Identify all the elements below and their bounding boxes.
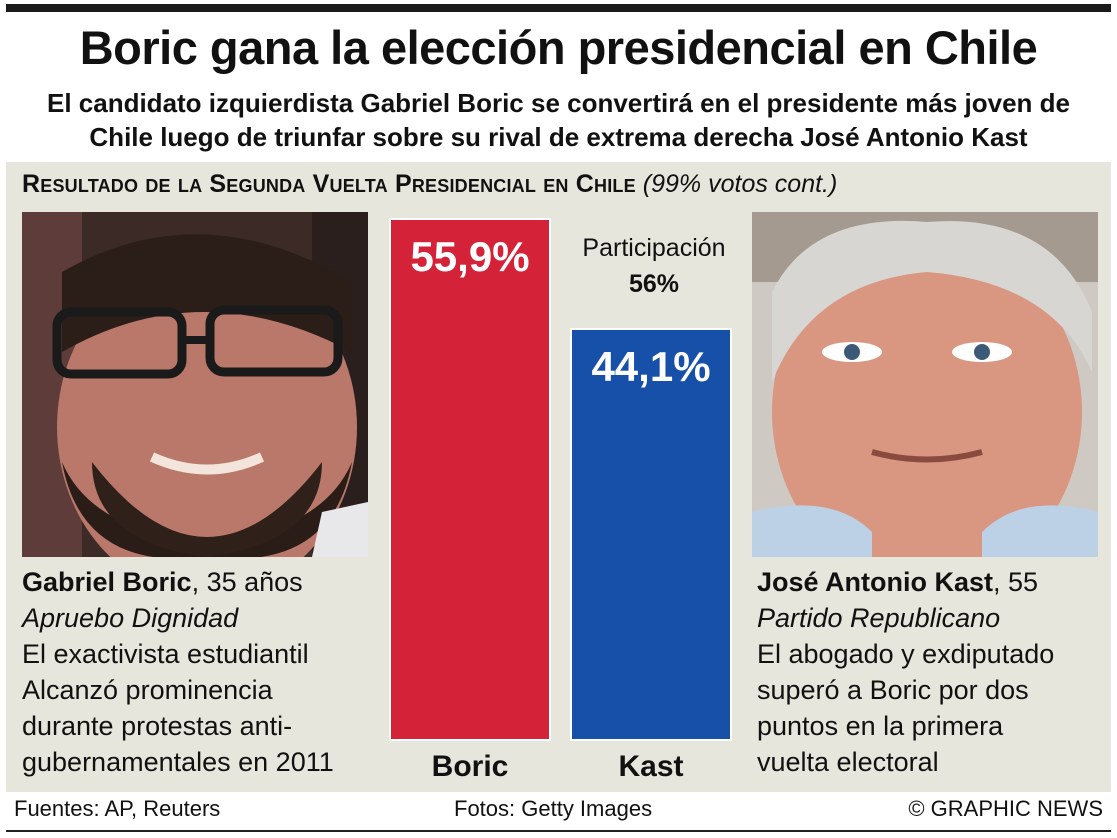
footer-photos: Fotos: Getty Images [454, 796, 653, 821]
boric-age: , 35 años [191, 567, 303, 597]
kast-party: Partido Republicano [757, 603, 1001, 633]
kast-photo [752, 212, 1098, 557]
category-label: Kast [618, 750, 683, 783]
kast-portrait-image [752, 212, 1098, 557]
section-note: (99% votos cont.) [642, 170, 838, 198]
kast-bio-line: superó a Boric por dos [757, 675, 1029, 705]
subheadline: El candidato izquierdista Gabriel Boric … [46, 88, 1070, 152]
boric-bio-line: Alcanzó prominencia [22, 675, 273, 705]
section-title-text: Resultado de la Segunda Vuelta Presidenc… [22, 170, 636, 198]
section-title: Resultado de la Segunda Vuelta Presidenc… [22, 170, 837, 199]
kast-bio-line: El abogado y exdiputado [757, 639, 1055, 669]
kast-info: José Antonio Kast, 55 Partido Republican… [757, 564, 1054, 780]
bar-kast [570, 327, 732, 741]
footer-credit: © GRAPHIC NEWS [908, 796, 1103, 821]
boric-info: Gabriel Boric, 35 años Apruebo Dignidad … [22, 564, 334, 780]
top-rule [6, 4, 1111, 12]
turnout-value: 56% [628, 270, 680, 298]
footer-sources: Fuentes: AP, Reuters [14, 796, 221, 821]
bottom-rule [6, 830, 1111, 832]
headline: Boric gana la elección presidencial en C… [79, 21, 1038, 74]
boric-bio-line: gubernamentales en 2011 [22, 747, 334, 777]
boric-portrait-image [22, 212, 368, 557]
bar-value-label: 55,9% [410, 233, 529, 280]
kast-name: José Antonio Kast [757, 567, 994, 597]
boric-party: Apruebo Dignidad [22, 603, 239, 633]
bar-value-label: 44,1% [591, 343, 710, 390]
turnout-label: Participación [582, 234, 726, 262]
category-label: Boric [432, 750, 509, 783]
bar-boric [389, 218, 551, 741]
boric-photo [22, 212, 368, 557]
kast-age: , 55 [993, 567, 1039, 597]
boric-bio-line: durante protestas anti- [22, 711, 293, 741]
kast-bio-line: vuelta electoral [757, 747, 939, 777]
boric-name: Gabriel Boric [22, 567, 192, 597]
kast-bio-line: puntos en la primera [757, 711, 1004, 741]
boric-bio-line: El exactivista estudiantil [22, 639, 309, 669]
turnout-block: Participación 56% [556, 230, 752, 302]
